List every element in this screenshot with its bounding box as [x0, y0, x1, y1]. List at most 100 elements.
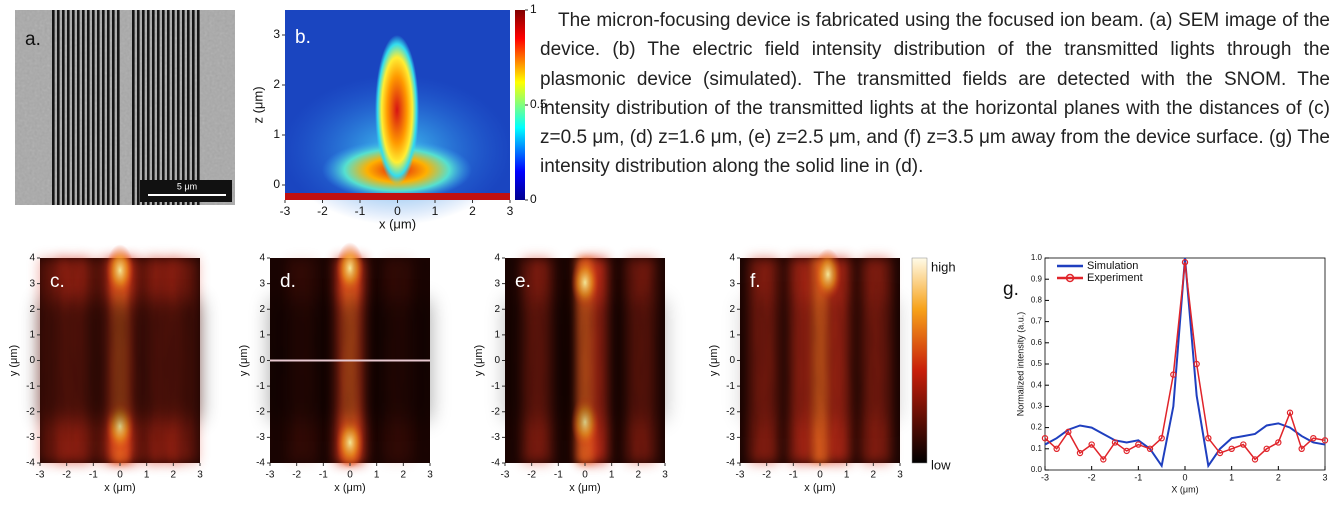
y-tick-label: 0 — [259, 355, 265, 366]
x-tick-label: 0 — [1182, 472, 1187, 482]
x-tick-label: -1 — [319, 470, 328, 481]
y-axis-label: y (μm) — [238, 345, 250, 376]
y-tick-label: -3 — [26, 432, 35, 443]
y-tick-label: -2 — [26, 406, 35, 417]
grating-line — [182, 10, 185, 205]
x-tick-label: 2 — [1276, 472, 1281, 482]
x-axis-label: x (μm) — [379, 216, 416, 231]
x-tick-label: 3 — [427, 470, 433, 481]
grating-line — [147, 10, 150, 205]
y-tick-label: -4 — [726, 458, 735, 469]
panel-label: f. — [750, 271, 761, 292]
x-tick-label: -3 — [1041, 472, 1049, 482]
y-tick-label: -4 — [26, 458, 35, 469]
colorbar-low: low — [931, 457, 951, 472]
y-tick-label: 2 — [273, 77, 280, 91]
grating-line — [92, 10, 95, 205]
y-tick-label: -3 — [256, 432, 265, 443]
panel-label: e. — [515, 271, 531, 292]
colorbar-tick-label: 1 — [530, 2, 537, 16]
x-tick-label: 2 — [636, 470, 642, 481]
y-tick-label: 0 — [494, 355, 500, 366]
grating-line — [197, 10, 200, 205]
grating-line — [62, 10, 65, 205]
grating-line — [117, 10, 120, 205]
y-tick-label: 4 — [494, 253, 500, 264]
grating-line — [67, 10, 70, 205]
y-tick-label: 0.2 — [1031, 423, 1043, 432]
x-tick-label: 1 — [432, 204, 439, 218]
panel-label: c. — [50, 271, 65, 292]
grating-line — [177, 10, 180, 205]
x-tick-label: 1 — [844, 470, 850, 481]
grating-line — [112, 10, 115, 205]
grating-line — [52, 10, 55, 205]
y-tick-label: 4 — [259, 253, 265, 264]
panels: 5 μm a. b. high low -3-2-101230.00.10.20… — [0, 0, 1340, 505]
y-tick-label: 0.5 — [1031, 359, 1043, 368]
grating-line — [167, 10, 170, 205]
y-tick-label: 0.4 — [1031, 380, 1043, 389]
grating-line — [142, 10, 145, 205]
y-tick-label: -2 — [256, 406, 265, 417]
y-tick-label: 1 — [494, 330, 500, 341]
x-tick-label: 2 — [469, 204, 476, 218]
grating-line — [72, 10, 75, 205]
y-tick-label: 1 — [29, 330, 35, 341]
x-axis-label: x (μm) — [804, 482, 835, 494]
x-tick-label: 3 — [897, 470, 903, 481]
x-tick-label: -3 — [280, 204, 291, 218]
x-axis-label: x (μm) — [104, 482, 135, 494]
x-tick-label: -3 — [736, 470, 745, 481]
y-tick-label: 3 — [273, 27, 280, 41]
y-tick-label: -3 — [726, 432, 735, 443]
plot-frame — [1045, 258, 1325, 470]
grating-line — [152, 10, 155, 205]
x-tick-label: 3 — [197, 470, 203, 481]
y-tick-label: 1.0 — [1031, 253, 1043, 262]
y-tick-label: 0.7 — [1031, 317, 1043, 326]
grating-line — [192, 10, 195, 205]
x-tick-label: -2 — [292, 470, 301, 481]
y-axis-label: z (μm) — [250, 86, 265, 123]
grating-line — [77, 10, 80, 205]
y-tick-label: -4 — [491, 458, 500, 469]
colorbar-high: high — [931, 259, 956, 274]
grating-line — [97, 10, 100, 205]
y-tick-label: 0.1 — [1031, 444, 1043, 453]
x-tick-label: -1 — [89, 470, 98, 481]
y-tick-label: -1 — [726, 381, 735, 392]
y-tick-label: 0.8 — [1031, 296, 1043, 305]
x-axis-label: X (μm) — [1171, 484, 1198, 494]
x-tick-label: -2 — [62, 470, 71, 481]
colorbar-tick-label: 0.5 — [530, 97, 547, 111]
x-tick-label: 1 — [609, 470, 615, 481]
y-tick-label: 3 — [494, 278, 500, 289]
grating-line — [82, 10, 85, 205]
legend-label: Experiment — [1087, 272, 1143, 284]
y-tick-label: 2 — [494, 304, 500, 315]
y-tick-label: -2 — [726, 406, 735, 417]
x-tick-label: -1 — [789, 470, 798, 481]
y-tick-label: 4 — [29, 253, 35, 264]
grating-line — [157, 10, 160, 205]
grating-line — [132, 10, 135, 205]
grating-line — [57, 10, 60, 205]
x-tick-label: -3 — [501, 470, 510, 481]
grating-line — [102, 10, 105, 205]
x-tick-label: -2 — [1088, 472, 1096, 482]
y-tick-label: 3 — [29, 278, 35, 289]
map-texture — [740, 258, 900, 463]
y-tick-label: 0.0 — [1031, 465, 1043, 474]
y-tick-label: 0 — [29, 355, 35, 366]
colorbar-tick-label: 0 — [530, 192, 537, 206]
y-tick-label: 2 — [259, 304, 265, 315]
x-tick-label: 3 — [507, 204, 514, 218]
x-tick-label: -2 — [317, 204, 328, 218]
y-tick-label: 0.3 — [1031, 402, 1043, 411]
y-tick-label: -1 — [256, 381, 265, 392]
grating-line — [137, 10, 140, 205]
panel-label: a. — [25, 29, 41, 50]
x-tick-label: 0 — [582, 470, 588, 481]
figure: {"caption": "The micron-focusing device … — [0, 0, 1340, 505]
